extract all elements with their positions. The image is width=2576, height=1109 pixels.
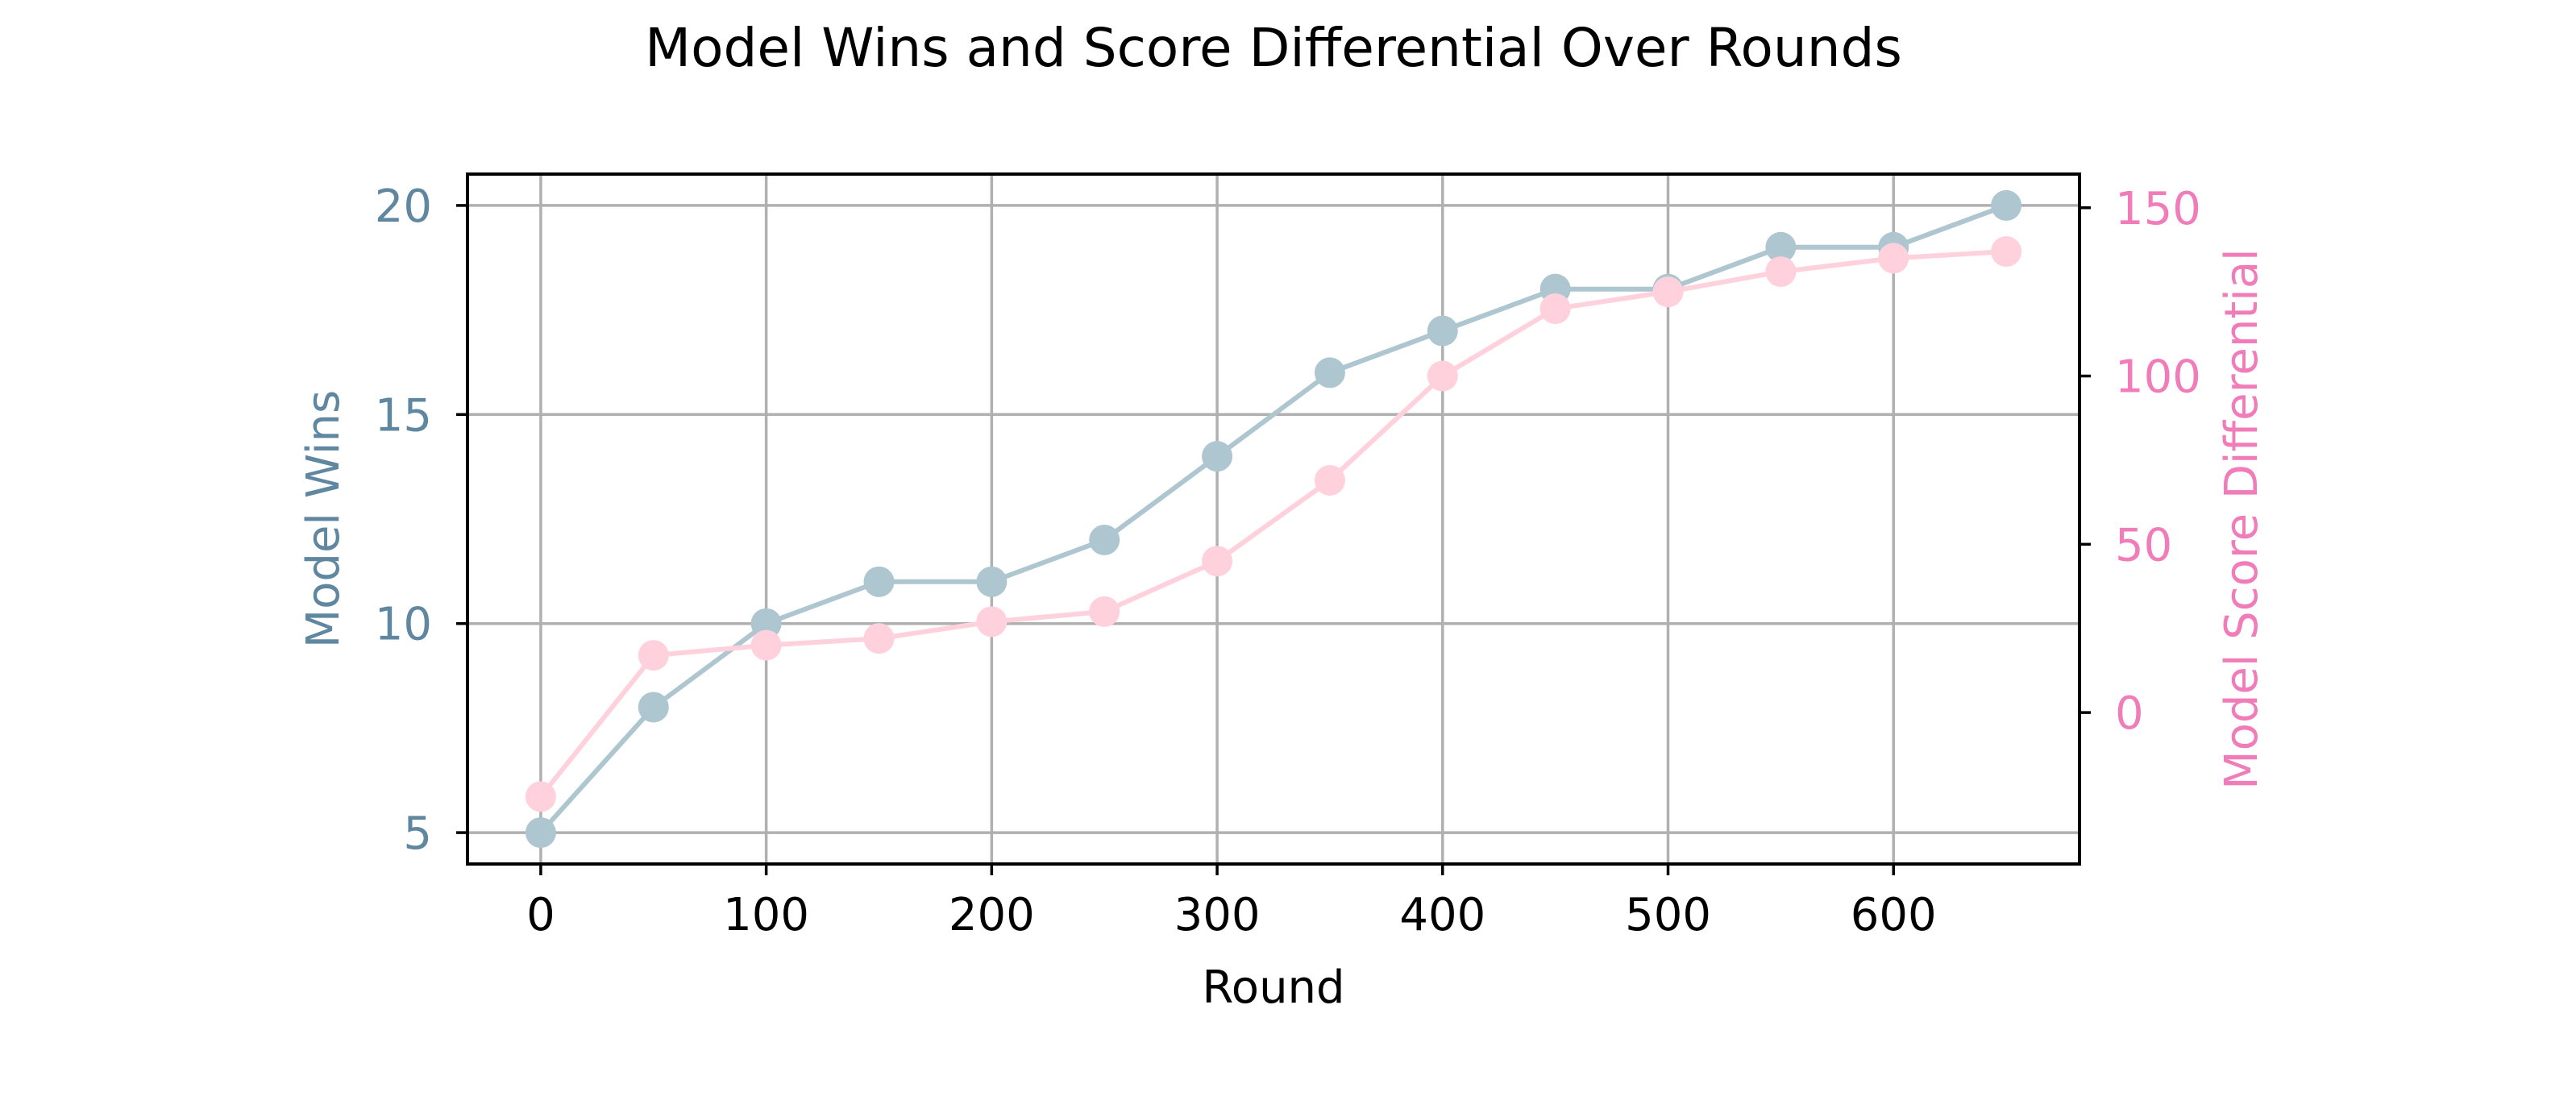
series-2-line [538,249,2007,799]
left-y-axis-ticks: 5 10 15 20 [375,181,467,860]
series-2-point [1089,596,1120,627]
series-2-point [1652,276,1684,308]
series-2-point [1427,360,1458,392]
series-2-point [1991,236,2022,268]
series-2-point [525,781,556,812]
chart-title: Model Wins and Score Differential Over R… [645,17,1902,79]
right-y-tick-label: 0 [2115,687,2144,740]
left-y-tick-label: 20 [375,181,432,233]
series-1-point [1202,441,1233,472]
series-2-point [1765,256,1797,288]
x-axis-ticks: 0 100 200 300 400 500 600 [526,864,1937,941]
left-y-tick-label: 5 [403,808,432,860]
series-2-point [750,629,782,661]
left-y-axis-label: Model Wins [297,390,350,648]
series-1-point [976,566,1008,597]
right-y-axis-ticks: 0 50 100 150 [2079,183,2201,740]
right-y-tick-label: 100 [2115,351,2201,404]
series-2-point [638,640,669,671]
series-2-point [863,623,895,654]
series-1-point [1089,524,1120,555]
x-axis-label: Round [1202,962,1344,1014]
series-2-point [1878,243,1909,274]
series-1-point [638,692,669,723]
series-1-point [525,817,556,849]
series-2-point [976,606,1008,638]
left-y-tick-label: 15 [375,389,432,442]
series-1-point [863,566,895,597]
right-y-axis-label: Model Score Differential [2216,248,2268,789]
series-1-point [1314,357,1345,388]
series-1-point [1991,189,2022,221]
series-2-point [1539,293,1571,325]
x-tick-label: 100 [723,889,809,941]
x-tick-label: 300 [1174,889,1261,941]
series-1-point [1427,315,1458,347]
series-2 [525,236,2022,812]
series-1-line [538,203,2008,835]
right-y-tick-label: 50 [2115,519,2172,571]
series-layer [525,189,2022,849]
x-tick-label: 0 [526,889,555,941]
series-2-point [1314,464,1345,496]
series-1-point [1765,231,1797,263]
left-y-tick-label: 10 [375,599,432,651]
x-tick-label: 400 [1399,889,1485,941]
series-2-point [1202,546,1233,577]
x-tick-label: 200 [949,889,1035,941]
plot-frame [466,172,2081,866]
x-tick-label: 600 [1851,889,1937,941]
x-tick-label: 500 [1625,889,1711,941]
series-1-point [750,608,782,639]
series-1 [525,189,2022,849]
right-y-tick-label: 150 [2115,183,2201,235]
